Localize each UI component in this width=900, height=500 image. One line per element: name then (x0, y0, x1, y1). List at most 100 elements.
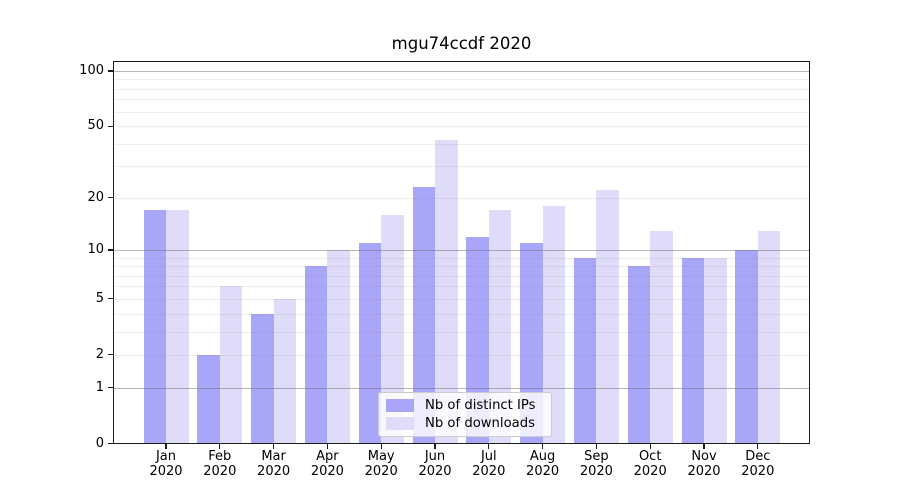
month-label: Mar (261, 449, 286, 464)
minor-gridline (113, 111, 810, 113)
y-tick-label: 10 (87, 242, 104, 257)
x-tick (595, 444, 597, 449)
x-tick-label: Jul 2020 (461, 449, 517, 479)
minor-gridline (113, 298, 810, 300)
year-label: 2020 (526, 463, 560, 479)
legend-row-downloads: Nb of downloads (386, 416, 543, 431)
month-label: Apr (316, 449, 339, 464)
bar-ips-jan (143, 210, 166, 444)
y-tick-label: 1 (95, 379, 104, 395)
year-label: 2020 (310, 463, 344, 479)
legend-label-downloads: Nb of downloads (425, 416, 535, 431)
bar-downloads-may (381, 214, 404, 444)
y-tick (108, 125, 113, 127)
x-tick-label: Sep 2020 (568, 449, 624, 479)
major-gridline (113, 250, 810, 251)
minor-gridline (113, 266, 810, 268)
x-tick (703, 444, 705, 449)
year-label: 2020 (364, 463, 398, 479)
bar-downloads-mar (273, 298, 297, 444)
y-tick (108, 197, 113, 199)
bar-ips-nov (681, 257, 704, 444)
minor-gridline (113, 166, 810, 168)
bar-downloads-jun (435, 139, 458, 444)
bar-ips-apr (304, 266, 328, 444)
x-tick-label: May 2020 (353, 449, 409, 479)
bar-downloads-feb (219, 286, 243, 444)
year-label: 2020 (203, 463, 237, 479)
legend: Nb of distinct IPs Nb of downloads (378, 392, 552, 437)
year-label: 2020 (687, 463, 721, 479)
minor-gridline (113, 257, 810, 259)
bar-ips-oct (627, 266, 651, 444)
x-tick-label: Feb 2020 (192, 449, 248, 479)
minor-gridline (113, 286, 810, 288)
chart-title: mgu74ccdf 2020 (391, 34, 532, 53)
x-tick (380, 444, 382, 449)
y-tick (108, 442, 113, 445)
x-tick-label: Oct 2020 (622, 449, 678, 479)
bar-ips-may (358, 242, 382, 444)
month-label: Feb (208, 449, 232, 464)
year-label: 2020 (418, 463, 452, 479)
month-label: Nov (691, 449, 717, 464)
bar-downloads-sep (596, 190, 619, 444)
month-label: Sep (584, 449, 609, 464)
x-tick (219, 444, 221, 449)
y-tick-label: 0 (95, 435, 104, 451)
bar-ips-sep (573, 257, 597, 444)
x-tick (488, 444, 490, 449)
minor-gridline (113, 313, 810, 315)
minor-gridline (113, 331, 810, 333)
x-tick (165, 444, 167, 449)
bar-downloads-dec (757, 230, 781, 444)
minor-gridline (113, 275, 810, 277)
minor-gridline (113, 79, 810, 81)
y-tick (108, 387, 113, 389)
legend-label-ips: Nb of distinct IPs (425, 398, 536, 413)
bar-ips-jun (412, 187, 435, 444)
month-label: Jun (424, 449, 446, 464)
legend-row-ips: Nb of distinct IPs (386, 398, 543, 413)
x-tick-label: Dec 2020 (730, 449, 786, 479)
month-label: Jul (480, 449, 497, 464)
minor-gridline (113, 88, 810, 90)
month-label: Dec (745, 449, 771, 464)
year-label: 2020 (741, 463, 775, 479)
x-tick-label: Mar 2020 (246, 449, 302, 479)
x-tick (326, 444, 328, 449)
y-tick-label: 50 (87, 118, 104, 134)
minor-gridline (113, 143, 810, 145)
bar-ips-dec (735, 250, 758, 444)
y-tick (108, 298, 113, 300)
x-tick-label: Apr 2020 (299, 449, 355, 479)
bar-ips-feb (197, 354, 220, 444)
x-tick-label: Jan 2020 (138, 449, 194, 479)
x-tick-label: Jun 2020 (407, 449, 463, 479)
bar-ips-mar (251, 313, 274, 444)
month-label: May (367, 449, 395, 464)
bar-downloads-oct (650, 230, 673, 444)
minor-gridline (113, 197, 810, 199)
bar-downloads-jan (166, 210, 189, 444)
y-tick-label: 100 (79, 63, 104, 78)
y-tick-label: 2 (95, 346, 104, 362)
x-tick-label: Aug 2020 (515, 449, 571, 479)
minor-gridline (113, 126, 810, 128)
major-gridline (113, 387, 810, 389)
year-label: 2020 (579, 463, 613, 479)
bar-downloads-jul (488, 210, 512, 444)
x-tick (273, 444, 275, 449)
y-tick-label: 5 (95, 290, 104, 306)
plot-area (113, 61, 810, 444)
y-tick-label: 20 (87, 189, 104, 205)
minor-gridline (113, 354, 810, 356)
month-label: Aug (529, 449, 556, 464)
y-tick (108, 70, 113, 72)
year-label: 2020 (472, 463, 506, 479)
ips-color-swatch (386, 399, 414, 412)
month-label: Oct (638, 449, 662, 464)
bar-downloads-aug (542, 205, 566, 444)
year-label: 2020 (257, 463, 291, 479)
